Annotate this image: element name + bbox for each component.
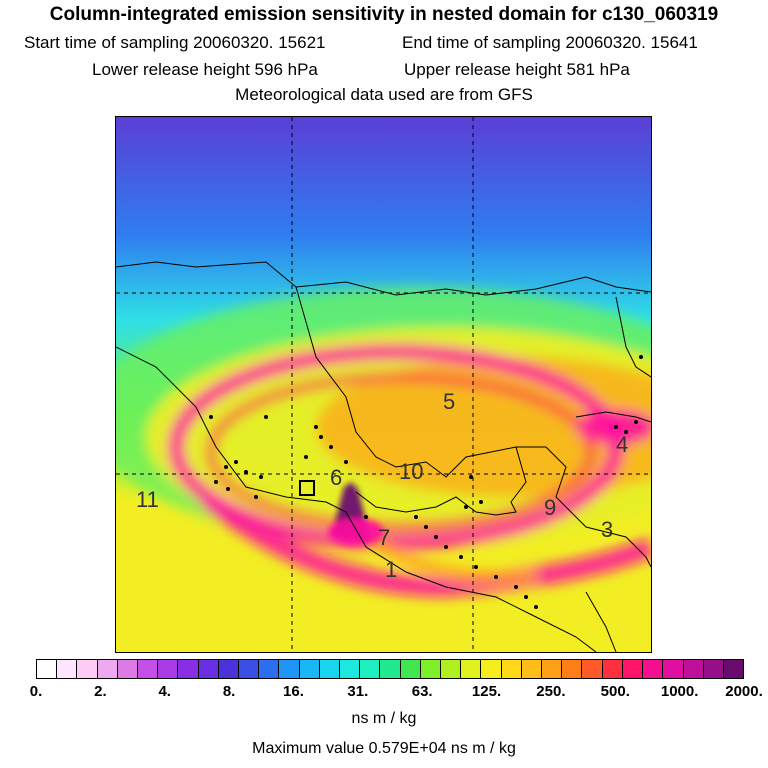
colorbar-cell bbox=[198, 660, 219, 678]
maximum-value: Maximum value 0.579E+04 ns m / kg bbox=[252, 740, 516, 757]
coastlines bbox=[116, 261, 651, 652]
colorbar-cell bbox=[380, 660, 401, 678]
graticule bbox=[116, 117, 651, 652]
plot-title: Column-integrated emission sensitivity i… bbox=[49, 4, 719, 25]
colorbar-tick-label: 63. bbox=[411, 683, 433, 700]
cluster-label-11: 11 bbox=[136, 487, 159, 512]
colorbar-cell bbox=[37, 660, 58, 678]
met-data-note: Meteorological data used are from GFS bbox=[235, 85, 533, 104]
colorbar-tick-label: 0. bbox=[29, 683, 43, 700]
colorbar-cell bbox=[723, 660, 744, 678]
colorbar-cell bbox=[461, 660, 482, 678]
cluster-label-4: 4 bbox=[616, 432, 628, 457]
colorbar-cell bbox=[158, 660, 179, 678]
colorbar-cell bbox=[663, 660, 684, 678]
cluster-label-6: 6 bbox=[330, 465, 342, 490]
colorbar-units: ns m / kg bbox=[351, 710, 417, 727]
colorbar-cell bbox=[340, 660, 361, 678]
colorbar-cell bbox=[400, 660, 421, 678]
colorbar-cell bbox=[279, 660, 300, 678]
colorbar-cell bbox=[441, 660, 462, 678]
colorbar-cell bbox=[562, 660, 583, 678]
colorbar-tick-label: 125. bbox=[471, 683, 502, 700]
colorbar-cell bbox=[178, 660, 199, 678]
colorbar-cell bbox=[501, 660, 522, 678]
colorbar-cell bbox=[683, 660, 704, 678]
cluster-label-3: 3 bbox=[601, 517, 613, 542]
colorbar-cell bbox=[77, 660, 98, 678]
colorbar-tick-label: 8. bbox=[222, 683, 236, 700]
colorbar-cell bbox=[319, 660, 341, 678]
colorbar-tick-label: 2000. bbox=[725, 683, 763, 700]
colorbar-cell bbox=[602, 660, 623, 678]
colorbar-tick-label: 250. bbox=[536, 683, 566, 700]
colorbar-tick-label: 4. bbox=[158, 683, 171, 700]
colorbar-cell bbox=[360, 660, 381, 678]
colorbar-cell bbox=[582, 660, 603, 678]
colorbar-cell bbox=[259, 660, 280, 678]
colorbar-cell bbox=[643, 660, 664, 678]
point-markers bbox=[209, 355, 643, 609]
colorbar-cell bbox=[420, 660, 442, 678]
sensitivity-bands bbox=[116, 287, 651, 598]
colorbar-cell bbox=[521, 660, 543, 678]
colorbar-tick-label: 1000. bbox=[660, 683, 699, 700]
colorbar-tick-label: 16. bbox=[283, 683, 304, 700]
lower-release-height: Lower release height 596 hPa bbox=[92, 60, 318, 79]
release-box bbox=[299, 480, 315, 496]
upper-release-height: Upper release height 581 hPa bbox=[404, 60, 630, 79]
colorbar-cell bbox=[481, 660, 502, 678]
colorbar-cell bbox=[622, 660, 644, 678]
colorbar-cell bbox=[218, 660, 240, 678]
colorbar-cell bbox=[97, 660, 118, 678]
source-hotspot bbox=[328, 482, 384, 546]
cluster-labels: 1 3 4 5 6 7 9 10 11 bbox=[136, 389, 628, 582]
colorbar-cell bbox=[542, 660, 563, 678]
cluster-label-7: 7 bbox=[378, 525, 390, 550]
colorbar-cell bbox=[138, 660, 159, 678]
colorbar bbox=[36, 659, 744, 679]
end-time: End time of sampling 20060320. 15641 bbox=[402, 33, 698, 52]
start-time: Start time of sampling 20060320. 15621 bbox=[24, 33, 326, 52]
colorbar-cell bbox=[57, 660, 78, 678]
colorbar-tick-label: 500. bbox=[600, 683, 630, 700]
colorbar-tick-label: 31. bbox=[347, 683, 369, 700]
cluster-label-9: 9 bbox=[544, 495, 556, 520]
colorbar-cell bbox=[239, 660, 260, 678]
cluster-label-10: 10 bbox=[399, 459, 423, 484]
colorbar-cell bbox=[703, 660, 724, 678]
cluster-label-1: 1 bbox=[385, 557, 397, 582]
colorbar-cell bbox=[299, 660, 320, 678]
cluster-label-5: 5 bbox=[443, 389, 455, 414]
colorbar-ticks: 0. 2. 4. 8. 16. 31. 63. 125. 250. 500. 1000. 2000. bbox=[0, 683, 768, 703]
colorbar-tick-label: 2. bbox=[94, 683, 107, 700]
sensitivity-map: 1 3 4 5 6 7 9 10 11 bbox=[115, 116, 652, 653]
colorbar-cell bbox=[117, 660, 139, 678]
